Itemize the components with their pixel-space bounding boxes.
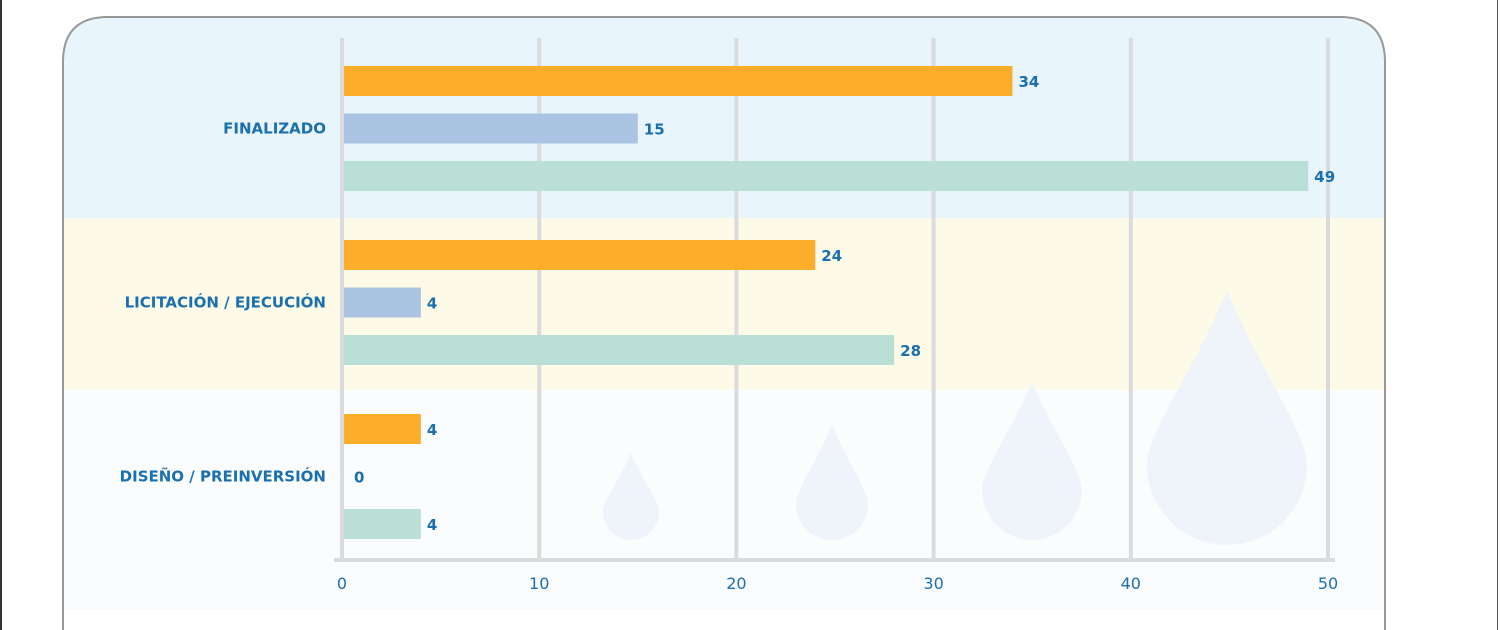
bar-value-label: 24 xyxy=(821,247,842,265)
x-tick-label: 40 xyxy=(1121,574,1141,593)
panel-border xyxy=(62,16,1386,630)
bar xyxy=(344,161,1309,191)
category-label: FINALIZADO xyxy=(223,120,326,138)
x-tick-label: 20 xyxy=(726,574,746,593)
bar xyxy=(344,113,638,144)
bar-value-label: 34 xyxy=(1018,73,1039,91)
bar-value-label: 4 xyxy=(427,421,437,439)
x-tick-label: 10 xyxy=(529,574,549,593)
water-drop-icon xyxy=(982,382,1082,540)
category-label: LICITACIÓN / EJECUCIÓN xyxy=(125,293,326,312)
bar-value-label: 15 xyxy=(644,121,665,139)
water-drop-icon xyxy=(796,425,868,540)
bar-value-label: 49 xyxy=(1314,168,1335,186)
bar-value-label: 28 xyxy=(900,342,921,360)
x-tick-label: 50 xyxy=(1318,574,1338,593)
bar xyxy=(344,335,895,365)
bar-value-label: 4 xyxy=(427,516,437,534)
bar-value-label: 0 xyxy=(354,469,364,487)
window-edge-left xyxy=(0,0,2,630)
bar xyxy=(344,66,1013,96)
x-tick-label: 0 xyxy=(337,574,347,593)
x-tick-label: 30 xyxy=(923,574,943,593)
bar xyxy=(344,414,421,444)
bar xyxy=(344,509,421,539)
bar xyxy=(344,287,421,318)
water-drop-icon xyxy=(1147,290,1307,545)
water-drop-icon xyxy=(603,453,659,540)
bar xyxy=(344,240,816,270)
bar-value-label: 4 xyxy=(427,295,437,313)
window-edge-right xyxy=(1497,0,1498,630)
category-label: DISEÑO / PREINVERSIÓN xyxy=(120,467,326,486)
